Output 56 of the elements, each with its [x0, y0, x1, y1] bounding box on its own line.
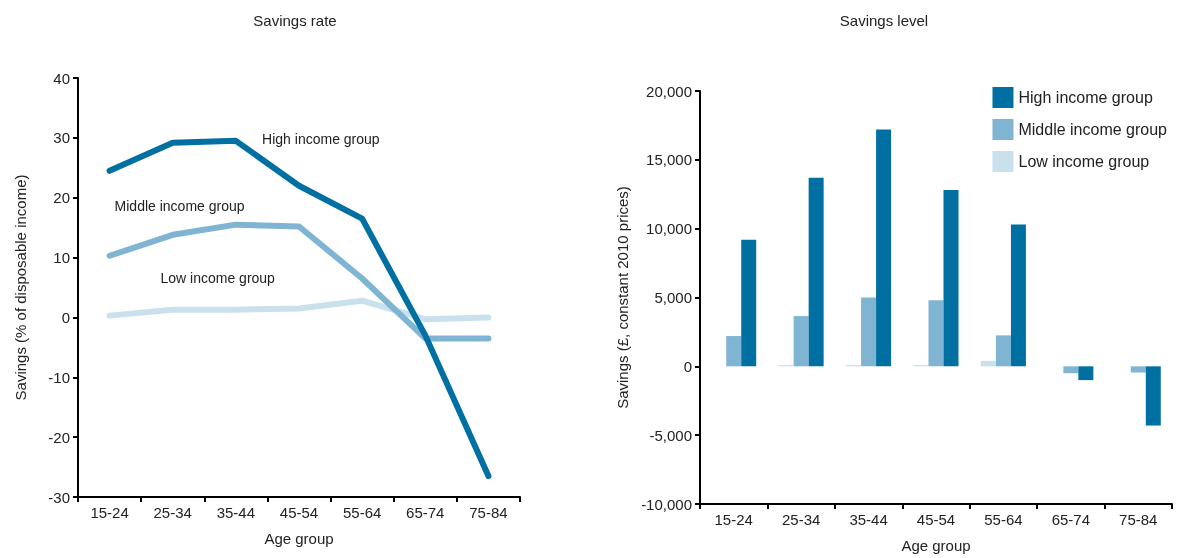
- y-tick-label: -20: [48, 428, 70, 446]
- y-tick-label: 20: [53, 189, 70, 207]
- x-tick-label: 35-44: [849, 511, 888, 528]
- x-tick-label: 55-64: [342, 504, 382, 521]
- bar: [995, 335, 1011, 367]
- y-tick-label: 0: [683, 357, 692, 375]
- legend-label: Middle income group: [1018, 121, 1168, 138]
- x-tick-label: 75-84: [469, 504, 508, 521]
- x-tick-label: 15-24: [714, 511, 753, 528]
- x-axis-title: Age group: [901, 537, 971, 554]
- bar: [861, 297, 877, 367]
- bar: [741, 239, 757, 367]
- x-tick-label: 35-44: [216, 504, 256, 521]
- y-tick-label: -5,000: [649, 426, 692, 444]
- chart-title: Savings level: [839, 12, 929, 29]
- chart-title: Savings rate: [253, 12, 337, 29]
- y-axis-title: Savings (£, constant 2010 prices): [614, 186, 632, 409]
- bar: [793, 316, 809, 367]
- x-tick-label: 75-84: [1119, 511, 1158, 528]
- series-label: Middle income group: [114, 197, 245, 214]
- x-tick-label: 25-34: [153, 504, 192, 521]
- bar: [1063, 366, 1079, 374]
- y-tick-label: 5,000: [654, 289, 692, 306]
- y-tick-label: 0: [61, 308, 70, 326]
- y-tick-label: 20,000: [646, 82, 692, 100]
- series-label: High income group: [262, 130, 380, 147]
- y-tick-label: -10,000: [641, 495, 692, 513]
- bar: [1010, 224, 1026, 367]
- bar: [808, 177, 824, 367]
- x-tick-label: 45-54: [916, 511, 956, 528]
- y-axis-title: Savings (% of disposable income): [12, 174, 29, 401]
- bar: [943, 190, 959, 367]
- legend-label: High income group: [1018, 89, 1153, 106]
- legend-label: Low income group: [1018, 153, 1150, 170]
- x-tick-label: 65-74: [406, 504, 445, 521]
- bar: [980, 360, 996, 367]
- x-tick-label: 55-64: [984, 511, 1023, 528]
- y-tick-label: 30: [53, 129, 70, 147]
- bar: [1078, 366, 1094, 381]
- y-tick-label: -10: [48, 368, 70, 386]
- bar: [726, 336, 742, 367]
- bar: [1130, 366, 1146, 373]
- y-tick-label: 10: [53, 249, 70, 267]
- y-tick-label: 10,000: [646, 220, 692, 238]
- y-tick-label: 40: [53, 69, 70, 87]
- y-tick-label: -30: [48, 488, 70, 506]
- x-tick-label: 25-34: [781, 511, 821, 528]
- x-tick-label: 65-74: [1051, 511, 1091, 528]
- series-label: Low income group: [160, 269, 276, 286]
- bar: [876, 129, 892, 367]
- x-axis-title: Age group: [264, 530, 334, 547]
- y-tick-label: 15,000: [646, 151, 692, 169]
- bar: [928, 300, 944, 367]
- x-tick-label: 45-54: [279, 504, 319, 521]
- bar: [1145, 366, 1161, 426]
- x-tick-label: 15-24: [90, 504, 129, 521]
